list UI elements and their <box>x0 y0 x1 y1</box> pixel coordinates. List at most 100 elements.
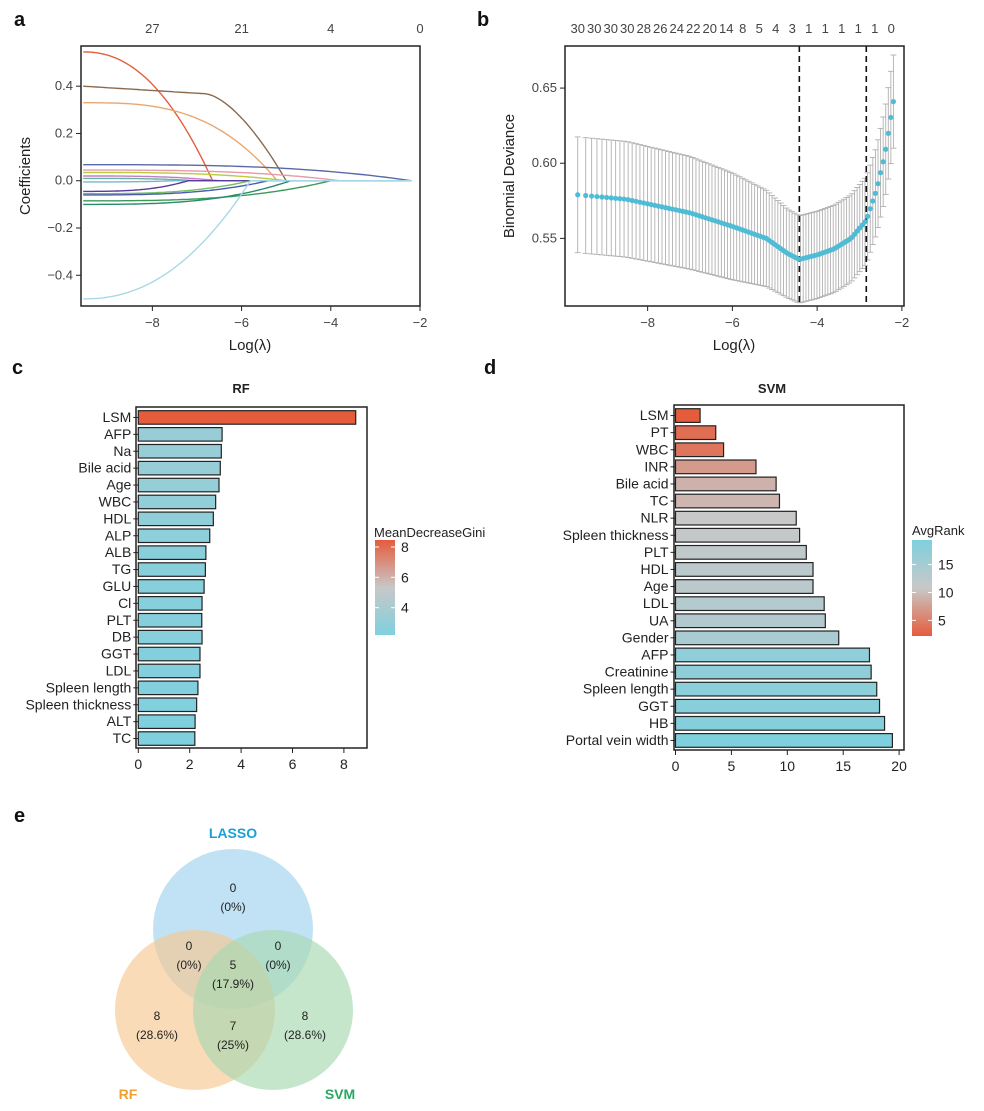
deviance-point <box>608 195 614 201</box>
bar-spleen-thickness <box>674 527 801 543</box>
y-tick-label: 0.4 <box>55 78 73 93</box>
deviance-point <box>870 198 876 204</box>
panel-letter-b: b <box>477 9 489 31</box>
bar-inr <box>674 459 757 475</box>
legend-title: AvgRank <box>912 523 965 538</box>
deviance-point <box>594 193 600 200</box>
bar-age <box>674 579 814 594</box>
category-label: TC <box>650 493 669 509</box>
bar-gender <box>674 630 840 646</box>
x-tick-label: 2 <box>186 756 194 772</box>
category-label: Gender <box>622 629 669 645</box>
bars <box>137 410 357 746</box>
top-axis-label: 5 <box>756 21 763 36</box>
x-tick-label: 10 <box>780 758 796 774</box>
lambda-reference-lines <box>798 46 868 306</box>
x-tick-label: −4 <box>810 315 825 330</box>
bar-afp <box>137 426 223 442</box>
category-label: LSM <box>103 409 132 425</box>
bars <box>674 408 893 748</box>
deviance-point <box>862 219 868 225</box>
category-label: PT <box>651 424 669 440</box>
venn-region-rf-percent: (28.6%) <box>136 1028 178 1042</box>
venn-region-svm-percent: (28.6%) <box>284 1028 326 1042</box>
top-axis-label: 22 <box>686 21 700 36</box>
coefficient-path-path-1 <box>83 51 412 182</box>
legend-tick-label: 8 <box>401 539 409 555</box>
bar-wbc <box>137 494 217 510</box>
x-tick-label: −2 <box>413 315 428 330</box>
deviance-point <box>888 114 894 121</box>
bar-alb <box>137 545 207 561</box>
venn-region-lasso-rf-percent: (0%) <box>176 958 201 972</box>
category-label: WBC <box>636 441 669 457</box>
deviance-point <box>880 159 886 165</box>
category-label: HDL <box>640 561 668 577</box>
x-tick-label: −6 <box>725 315 740 330</box>
category-label: LDL <box>106 662 132 678</box>
bar-afp <box>674 647 871 663</box>
x-tick-label: 0 <box>672 758 680 774</box>
bar-alt <box>137 714 196 730</box>
legend-tick-label: 4 <box>401 600 409 616</box>
bar-ggt <box>674 698 881 714</box>
venn-region-lasso-rf-count: 0 <box>186 939 193 953</box>
deviance-point <box>872 190 879 196</box>
category-label: Portal vein width <box>566 732 669 748</box>
bar-nlr <box>674 510 797 526</box>
coefficient-path-path-4 <box>83 163 412 182</box>
legend-colorbar <box>912 540 932 636</box>
deviance-points <box>575 99 897 262</box>
deviance-point <box>625 197 631 203</box>
category-label: LSM <box>640 407 669 423</box>
coefficient-path-path-7 <box>83 175 412 182</box>
venn-set-label-lasso: LASSO <box>209 825 257 841</box>
coefficient-path-path-9 <box>83 179 412 183</box>
category-label: ALT <box>107 713 132 729</box>
category-label: TC <box>113 730 132 746</box>
deviance-point <box>575 192 581 198</box>
panel-letter-c: c <box>12 357 23 379</box>
top-axis-label: 0 <box>416 21 423 36</box>
top-axis-label: 0 <box>888 21 895 36</box>
top-axis-label: 14 <box>719 21 733 36</box>
top-axis-label: 24 <box>670 21 684 36</box>
category-label: GLU <box>103 578 132 594</box>
venn-circle-svm <box>193 930 353 1090</box>
bar-spleen-length <box>674 681 878 697</box>
top-axis-label: 30 <box>620 21 634 36</box>
panel-letter-e: e <box>14 805 25 827</box>
x-tick-label: −8 <box>145 315 160 330</box>
x-tick-label: −2 <box>894 315 909 330</box>
color-legend: MeanDecreaseGini 8 6 4 <box>374 525 485 635</box>
bar-spleen-thickness <box>137 697 198 713</box>
bar-hdl <box>137 511 214 527</box>
bar-age <box>137 477 220 493</box>
venn-region-svm-count: 8 <box>302 1009 309 1023</box>
y-axis-title: Binomial Deviance <box>501 114 518 238</box>
top-axis-label: 21 <box>234 21 248 36</box>
category-label: ALB <box>105 544 131 560</box>
y-tick-label: 0.2 <box>55 125 73 140</box>
deviance-point <box>867 206 873 212</box>
category-label: GGT <box>638 698 669 714</box>
top-axis-label: 28 <box>636 21 650 36</box>
category-label: Age <box>644 578 669 594</box>
category-label: TG <box>112 561 131 577</box>
deviance-point <box>604 194 610 201</box>
coefficient-path-path-3 <box>83 101 412 182</box>
deviance-point <box>865 213 871 219</box>
bar-alp <box>137 528 211 544</box>
coefficient-path-path-14 <box>83 179 412 206</box>
coefficient-path-path-13 <box>83 179 412 202</box>
category-label: Bile acid <box>78 460 131 476</box>
x-tick-label: −8 <box>640 315 655 330</box>
category-label: PLT <box>107 612 132 628</box>
x-tick-label: 4 <box>237 756 245 772</box>
coefficient-path-path-11 <box>83 179 412 195</box>
top-axis-label: 30 <box>587 21 601 36</box>
bar-glu <box>137 579 205 594</box>
